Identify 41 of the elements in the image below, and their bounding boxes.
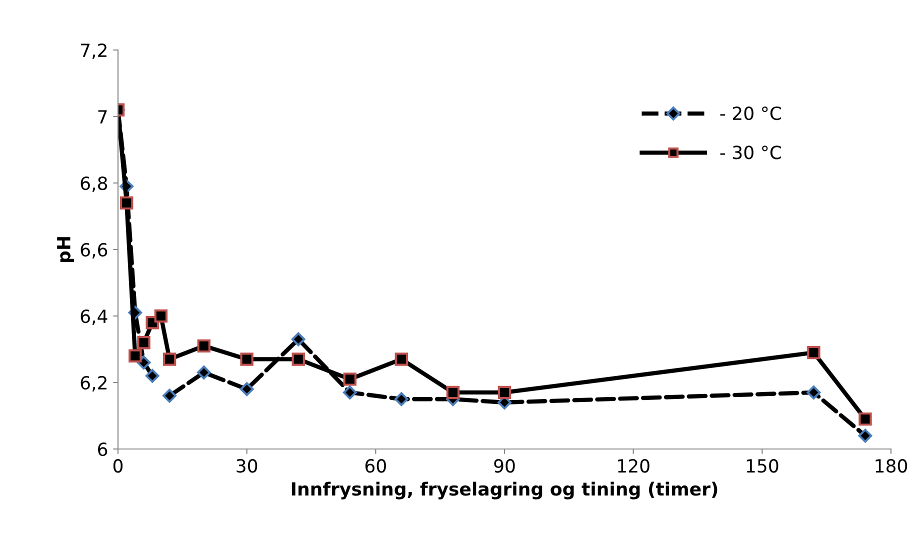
point	[858, 412, 872, 426]
point	[394, 392, 408, 406]
point	[498, 386, 512, 400]
point	[291, 332, 306, 346]
point	[240, 382, 254, 396]
x-tick-label: 180	[876, 459, 908, 473]
point	[120, 196, 134, 210]
point	[162, 388, 176, 403]
point	[240, 352, 254, 366]
x-tick-label: 90	[494, 459, 515, 473]
point	[446, 386, 460, 400]
point	[858, 428, 872, 443]
point	[806, 386, 821, 400]
y-tick-label: 6,2	[80, 376, 106, 392]
point	[145, 368, 160, 383]
point	[343, 372, 356, 386]
point	[292, 352, 305, 366]
y-tick-label: 6,4	[80, 309, 108, 325]
y-axis-title: pH	[57, 237, 74, 262]
x-tick-label: 0	[113, 459, 123, 473]
y-tick-label: 6	[98, 442, 108, 456]
point	[154, 309, 168, 323]
legend-label: - 30 °C	[720, 146, 782, 160]
point	[196, 366, 211, 380]
x-tick-label: 150	[746, 459, 778, 473]
point	[128, 349, 142, 362]
y-tick-label: 7,2	[81, 43, 106, 59]
legend-label: - 20 °C	[720, 106, 782, 120]
x-tick-label: 30	[236, 459, 258, 473]
y-tick-label: 6,8	[80, 176, 108, 192]
point	[807, 346, 820, 360]
x-tick-label: 60	[365, 459, 386, 473]
y-tick-label: 6,6	[80, 242, 108, 258]
point	[342, 386, 357, 400]
point	[394, 352, 408, 366]
x-axis-title: Innfrysning, fryselagring og tining (timer)	[292, 482, 718, 500]
point	[137, 336, 150, 350]
point	[162, 352, 176, 366]
point	[197, 339, 210, 353]
x-tick-label: 120	[618, 459, 650, 473]
y-tick-label: 7	[98, 110, 107, 124]
